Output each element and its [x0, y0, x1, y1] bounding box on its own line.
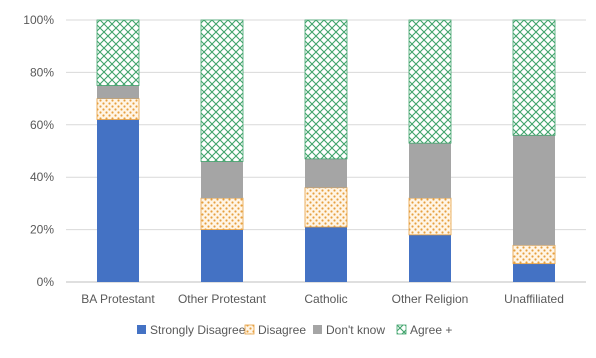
bar-segment	[513, 135, 555, 246]
x-tick-label: Other Religion	[392, 292, 469, 306]
y-axis-ticks: 0% 20% 40% 60% 80% 100%	[23, 13, 54, 289]
bar-segment	[96, 19, 140, 86]
legend-swatch	[396, 324, 407, 335]
x-tick-label: Other Protestant	[178, 292, 267, 306]
x-tick-label: Catholic	[304, 292, 347, 306]
bar-segment	[512, 244, 556, 265]
legend-label: Disagree	[258, 323, 306, 337]
legend-label: Agree +	[410, 323, 452, 337]
bar-segment	[408, 19, 452, 144]
y-tick-label: 100%	[23, 13, 54, 27]
bar-segment	[305, 158, 347, 188]
bar-segment	[97, 85, 139, 99]
legend-swatch	[313, 325, 322, 334]
bar-segment	[96, 98, 140, 120]
bar-segment	[201, 229, 243, 282]
bar-segment	[200, 19, 244, 162]
bar-segment	[201, 161, 243, 199]
legend-label: Strongly Disagree	[150, 323, 246, 337]
bar-segment	[304, 187, 348, 228]
bar-segment	[409, 234, 451, 282]
bar-segment	[409, 143, 451, 199]
y-tick-label: 40%	[30, 170, 54, 184]
x-axis-ticks: BA Protestant Other Protestant Catholic Oth…	[81, 292, 564, 306]
legend: Strongly Disagree Disagree Don't know Agree…	[137, 323, 452, 337]
y-tick-label: 20%	[30, 223, 54, 237]
bar-segment	[408, 197, 452, 236]
x-tick-label: Unaffiliated	[504, 292, 564, 306]
bar-segment	[97, 119, 139, 282]
legend-label: Don't know	[326, 323, 385, 337]
legend-swatch	[244, 324, 255, 335]
bar-segment	[305, 226, 347, 282]
bars	[96, 19, 556, 282]
y-tick-label: 80%	[30, 65, 54, 79]
bar-segment	[200, 197, 244, 231]
y-tick-label: 60%	[30, 118, 54, 132]
bar-segment	[304, 19, 348, 160]
y-tick-label: 0%	[37, 275, 55, 289]
x-tick-label: BA Protestant	[81, 292, 155, 306]
bar-segment	[512, 19, 556, 136]
legend-swatch	[137, 325, 146, 334]
bar-segment	[513, 263, 555, 282]
